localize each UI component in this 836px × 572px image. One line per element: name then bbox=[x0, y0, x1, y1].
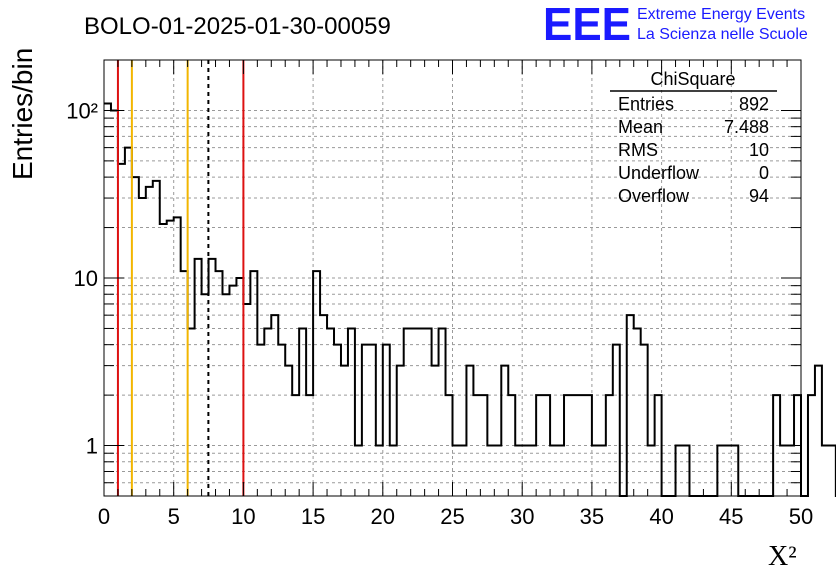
x-tick-label: 20 bbox=[371, 504, 395, 529]
stats-label: RMS bbox=[618, 140, 658, 160]
logo-mark: EEE bbox=[543, 0, 631, 50]
stats-label: Underflow bbox=[618, 163, 700, 183]
x-tick-label: 40 bbox=[649, 504, 673, 529]
x-tick-label: 5 bbox=[168, 504, 180, 529]
stats-label: Entries bbox=[618, 94, 674, 114]
stats-value: 94 bbox=[749, 186, 769, 206]
logo-line-2: La Scienza nelle Scuole bbox=[637, 26, 808, 43]
eee-logo: EEE Extreme Energy Events La Scienza nel… bbox=[543, 0, 808, 50]
x-tick-label: 50 bbox=[789, 504, 813, 529]
x-axis-title: X² bbox=[768, 541, 797, 572]
x-tick-label: 30 bbox=[510, 504, 534, 529]
x-tick-label: 10 bbox=[231, 504, 255, 529]
y-axis-title: Entries/bin bbox=[7, 48, 38, 180]
y-tick-label: 10² bbox=[66, 98, 98, 123]
x-tick-label: 45 bbox=[719, 504, 743, 529]
stats-rows: Entries 892 Mean 7.488 RMS 10 Underflow 0 Overfl… bbox=[618, 94, 769, 206]
stats-value: 10 bbox=[749, 140, 769, 160]
stats-label: Overflow bbox=[618, 186, 690, 206]
grid-lines bbox=[104, 59, 801, 497]
axis-ticks bbox=[103, 59, 802, 497]
stats-value: 0 bbox=[759, 163, 769, 183]
stats-label: Mean bbox=[618, 117, 663, 137]
stats-box: ChiSquare Entries 892 Mean 7.488 RMS 10 Underf… bbox=[610, 69, 777, 206]
x-tick-label: 35 bbox=[580, 504, 604, 529]
x-tick-labels: 0 5 10 15 20 25 30 35 40 45 50 bbox=[98, 504, 813, 529]
stats-value: 892 bbox=[739, 94, 769, 114]
histogram-series bbox=[104, 102, 836, 497]
y-tick-label: 1 bbox=[86, 434, 98, 459]
x-tick-label: 25 bbox=[440, 504, 464, 529]
logo-line-1: Extreme Energy Events bbox=[637, 6, 805, 23]
stats-name: ChiSquare bbox=[650, 69, 735, 89]
x-tick-label: 0 bbox=[98, 504, 110, 529]
run-title: BOLO-01-2025-01-30-00059 bbox=[84, 13, 391, 40]
y-tick-label: 10 bbox=[74, 266, 98, 291]
stats-value: 7.488 bbox=[724, 117, 769, 137]
x-tick-label: 15 bbox=[301, 504, 325, 529]
y-tick-labels: 1 10 10² bbox=[66, 98, 98, 458]
